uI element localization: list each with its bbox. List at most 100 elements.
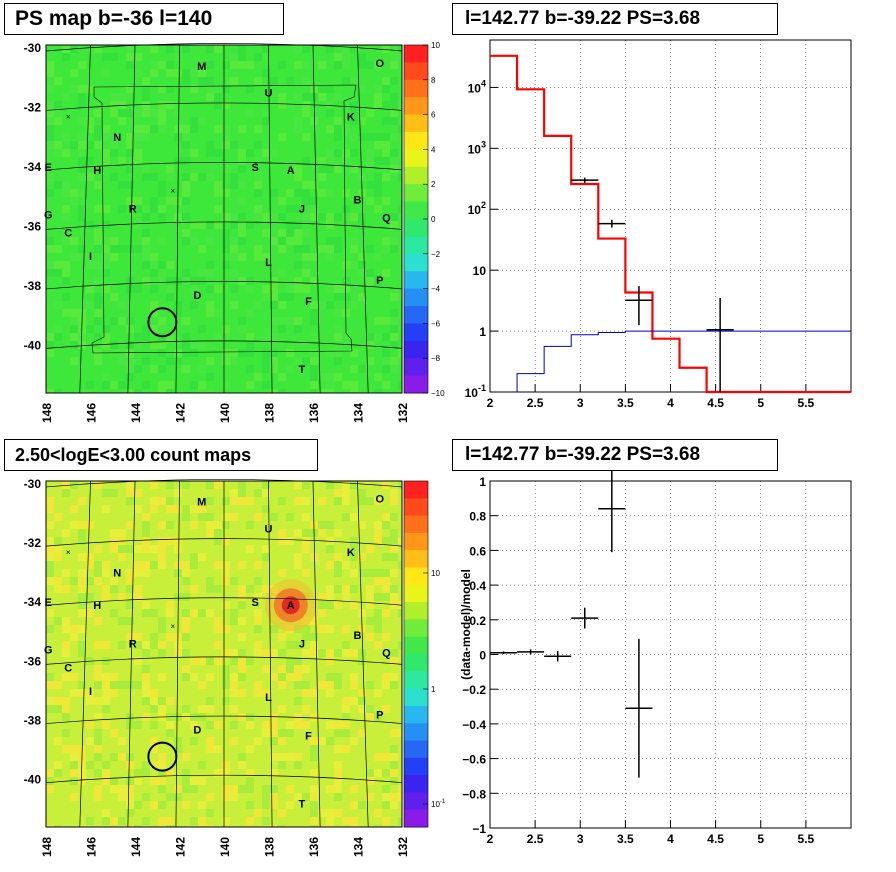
map-pixel	[190, 721, 198, 729]
map-pixel	[326, 109, 334, 117]
map-pixel	[142, 713, 150, 721]
map-pixel	[222, 697, 230, 705]
map-pixel	[238, 157, 246, 165]
map-pixel	[46, 389, 54, 393]
map-pixel	[222, 101, 230, 109]
map-pixel	[94, 793, 102, 801]
map-pixel	[46, 341, 54, 349]
map-pixel	[238, 53, 246, 61]
map-pixel	[342, 489, 350, 497]
map-pixel	[334, 285, 342, 293]
map-pixel	[126, 141, 134, 149]
map-pixel	[390, 537, 398, 545]
map-pixel	[158, 785, 166, 793]
map-pixel	[246, 497, 254, 505]
map-pixel	[158, 761, 166, 769]
map-pixel	[94, 357, 102, 365]
map-pixel	[182, 365, 190, 373]
map-pixel	[174, 505, 182, 513]
map-pixel	[374, 189, 382, 197]
map-pixel	[318, 165, 326, 173]
map-pixel	[334, 761, 342, 769]
map-pixel	[190, 553, 198, 561]
map-pixel	[230, 617, 238, 625]
colorbar-segment	[404, 775, 428, 793]
map-pixel	[158, 205, 166, 213]
map-pixel	[86, 561, 94, 569]
map-pixel	[142, 333, 150, 341]
map-pixel	[390, 333, 398, 341]
map-pixel	[102, 245, 110, 253]
map-pixel	[150, 777, 158, 785]
residual-point	[490, 651, 518, 655]
map-pixel	[126, 389, 134, 393]
map-pixel	[94, 569, 102, 577]
map-pixel	[110, 673, 118, 681]
map-pixel	[182, 133, 190, 141]
map-pixel	[342, 641, 350, 649]
map-pixel	[110, 109, 118, 117]
map-pixel	[262, 489, 270, 497]
map-pixel	[214, 85, 222, 93]
map-pixel	[118, 101, 126, 109]
source-label-d: D	[193, 290, 201, 302]
map-pixel	[150, 497, 158, 505]
map-pixel	[62, 617, 70, 625]
map-pixel	[142, 769, 150, 777]
map-pixel	[334, 325, 342, 333]
map-pixel	[310, 253, 318, 261]
map-pixel	[382, 133, 390, 141]
map-pixel	[206, 221, 214, 229]
map-pixel	[174, 713, 182, 721]
map-pixel	[134, 125, 142, 133]
map-pixel	[78, 641, 86, 649]
map-pixel	[382, 85, 390, 93]
map-pixel	[382, 785, 390, 793]
map-pixel	[318, 245, 326, 253]
map-pixel	[294, 93, 302, 101]
map-pixel	[342, 713, 350, 721]
map-pixel	[262, 117, 270, 125]
map-pixel	[62, 133, 70, 141]
map-pixel	[78, 585, 86, 593]
map-pixel	[182, 229, 190, 237]
map-pixel	[174, 125, 182, 133]
map-pixel	[358, 697, 366, 705]
x-tick-label: 4	[667, 832, 674, 846]
map-pixel	[366, 149, 374, 157]
colorbar-tick-label: 10-1	[431, 799, 446, 809]
map-pixel	[214, 333, 222, 341]
map-pixel	[238, 61, 246, 69]
map-pixel	[94, 753, 102, 761]
source-label-i: I	[89, 251, 92, 263]
source-label-h: H	[93, 165, 101, 177]
map-pixel	[182, 609, 190, 617]
map-pixel	[182, 753, 190, 761]
map-pixel	[150, 641, 158, 649]
map-pixel	[350, 349, 358, 357]
map-pixel	[278, 633, 286, 641]
x-tick-label: 3.5	[617, 832, 634, 846]
map-pixel	[230, 497, 238, 505]
map-pixel	[70, 309, 78, 317]
map-pixel	[62, 181, 70, 189]
map-pixel	[110, 585, 118, 593]
map-pixel	[70, 85, 78, 93]
map-pixel	[214, 285, 222, 293]
map-pixel	[126, 165, 134, 173]
map-pixel	[270, 625, 278, 633]
map-pixel	[182, 801, 190, 809]
map-pixel	[350, 381, 358, 389]
map-pixel	[86, 593, 94, 601]
map-pixel	[238, 317, 246, 325]
map-pixel	[318, 173, 326, 181]
map-pixel	[150, 69, 158, 77]
map-pixel	[54, 141, 62, 149]
map-pixel	[158, 109, 166, 117]
map-pixel	[366, 245, 374, 253]
map-pixel	[62, 45, 70, 53]
map-pixel	[78, 609, 86, 617]
map-pixel	[246, 521, 254, 529]
map-pixel	[382, 333, 390, 341]
map-pixel	[238, 633, 246, 641]
